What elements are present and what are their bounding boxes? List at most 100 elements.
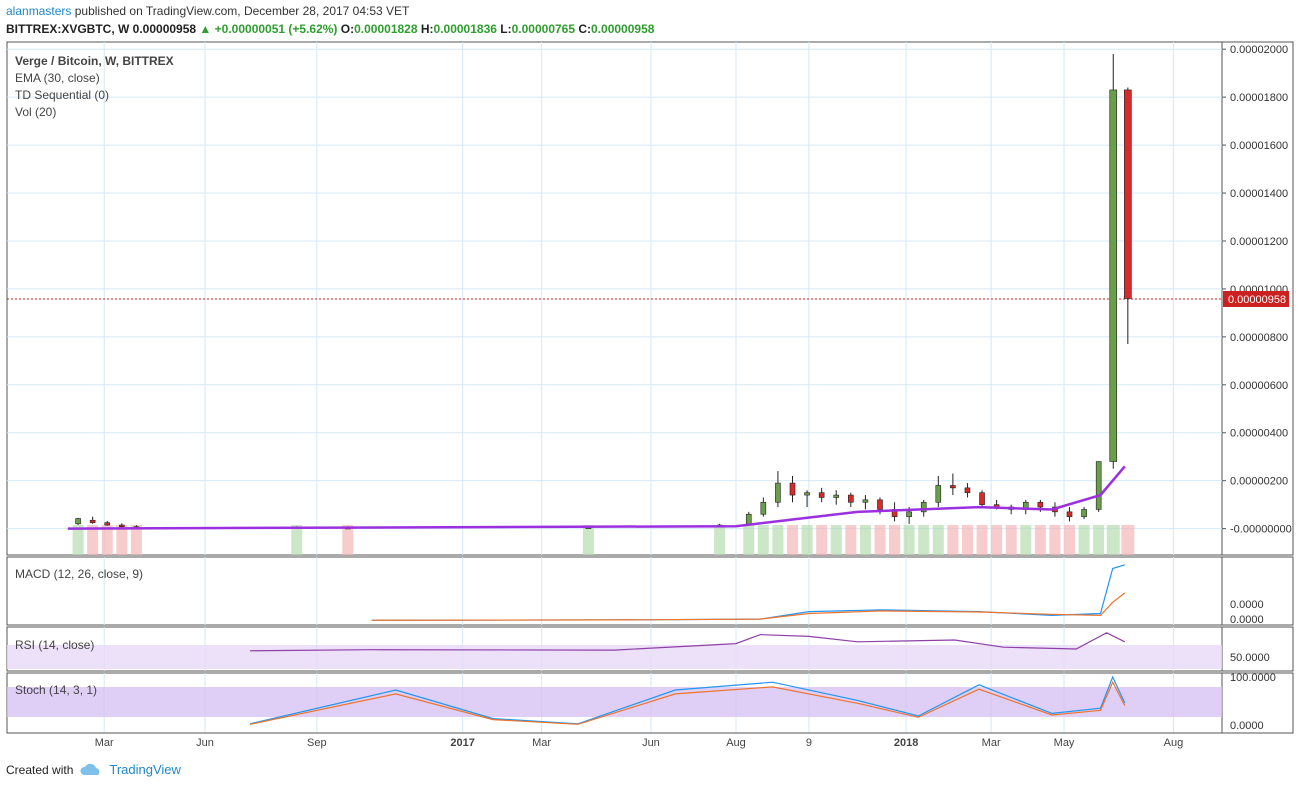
stoch-band: [7, 687, 1222, 717]
candle-down: [979, 492, 985, 505]
volume-bar: [786, 525, 798, 555]
low-label: L:: [500, 22, 512, 36]
chart-title: Verge / Bitcoin, W, BITTREX: [15, 54, 174, 68]
candle-down: [818, 492, 825, 498]
stoch-pane-axis: [1221, 672, 1294, 734]
volume-bar: [582, 525, 594, 555]
y-tick-label: 0.00001400: [1230, 188, 1288, 200]
candle-down: [1037, 501, 1044, 508]
y-tick-label: 0.00001600: [1230, 140, 1288, 152]
y-tick-label: 0.00000800: [1230, 332, 1288, 344]
macd-tick-label: 0.0000: [1230, 599, 1264, 611]
volume-bar: [101, 525, 113, 555]
stoch-k-line: [249, 675, 1126, 725]
candle-up: [833, 494, 840, 498]
legend-ema[interactable]: EMA (30, close): [15, 71, 100, 85]
stoch-d-line: [249, 680, 1126, 725]
symbol-line: BITTREX:XVGBTC, W 0.00000958 ▲ +0.000000…: [6, 22, 654, 36]
symbol-name: BITTREX:XVGBTC, W: [6, 22, 130, 36]
close-label: C:: [578, 22, 592, 36]
y-tick-label: 0.00000600: [1230, 380, 1288, 392]
x-tick-label: Mar: [982, 737, 1001, 749]
rsi-tick-label: 50.0000: [1230, 652, 1270, 664]
volume-bar: [342, 525, 354, 555]
low-value: 0.00000765: [511, 22, 576, 36]
y-tick-label: 0.00000200: [1230, 476, 1288, 488]
volume-bar: [801, 525, 813, 555]
x-tick-label: 2017: [450, 737, 474, 749]
candle-down: [1066, 511, 1073, 517]
volume-bar: [903, 525, 915, 555]
candle-down: [964, 487, 971, 493]
volume-bar: [932, 525, 944, 555]
legend-rsi[interactable]: RSI (14, close): [15, 638, 95, 652]
x-tick-label: May: [1054, 737, 1075, 749]
candle-down: [848, 494, 854, 503]
legend-vol[interactable]: Vol (20): [15, 105, 57, 119]
publish-line: alanmasters published on TradingView.com…: [6, 4, 409, 18]
volume-bar: [947, 525, 959, 555]
x-tick-label: Jun: [196, 737, 214, 749]
candle-up: [906, 511, 912, 517]
volume-bar: [845, 525, 857, 555]
y-tick-label: 0.00001800: [1230, 92, 1288, 104]
ema-line: [67, 465, 1126, 530]
candle-up: [804, 492, 810, 496]
stoch-tick-label: 0.0000: [1230, 720, 1264, 732]
author-link[interactable]: alanmasters: [6, 4, 72, 18]
candle-up: [760, 501, 767, 515]
candle-down: [104, 522, 111, 526]
publish-info: published on TradingView.com, December 2…: [74, 4, 410, 18]
candle-up: [935, 485, 942, 503]
rsi-band: [7, 645, 1222, 669]
candle-up: [745, 513, 752, 525]
volume-bar: [918, 525, 930, 555]
macd-tick-label: 0.0000: [1230, 614, 1264, 626]
close-value: 0.00000958: [591, 22, 655, 36]
high-label: H:: [420, 22, 434, 36]
x-tick-label: Sep: [307, 737, 327, 749]
candle-up: [1081, 509, 1087, 517]
candle-up: [1095, 461, 1102, 510]
x-tick-label: 9: [806, 737, 812, 749]
candle-down: [119, 524, 125, 528]
candle-down: [950, 485, 956, 489]
volume-bar: [87, 525, 99, 555]
candle-down: [1124, 89, 1132, 299]
y-tick-label: 0.00001200: [1230, 236, 1288, 248]
volume-bar: [1106, 525, 1120, 555]
footer: Created with TradingView: [6, 762, 181, 777]
legend-macd[interactable]: MACD (12, 26, close, 9): [15, 567, 144, 581]
y-tick-label: -0.00000000: [1230, 524, 1292, 536]
x-tick-label: Aug: [726, 737, 746, 749]
stoch-tick-label: 100.0000: [1230, 672, 1276, 684]
candle-up: [775, 482, 781, 503]
open-label: O:: [340, 22, 355, 36]
cloud-icon: [80, 763, 100, 775]
volume-bar: [874, 525, 886, 555]
legend-stoch[interactable]: Stoch (14, 3, 1): [15, 683, 98, 697]
macd-pane-axis: [1221, 556, 1294, 626]
volume-bar: [889, 525, 901, 555]
volume-bar: [130, 525, 142, 555]
volume-bar: [1005, 525, 1017, 555]
volume-bar: [72, 525, 84, 555]
legend-td[interactable]: TD Sequential (0): [15, 88, 110, 102]
price-change: +0.00000051 (+5.62%): [214, 22, 338, 36]
rsi-line: [249, 632, 1126, 652]
tradingview-link[interactable]: TradingView: [109, 762, 181, 777]
created-with-label: Created with: [6, 762, 74, 777]
volume-bar: [757, 525, 769, 555]
signal-line: [371, 592, 1126, 621]
open-value: 0.00001828: [354, 22, 418, 36]
last-price-tag: [1223, 290, 1289, 307]
volume-bar: [976, 525, 988, 555]
candle-up: [862, 499, 869, 503]
last-price-label: 0.00000958: [1228, 294, 1286, 306]
volume-bar: [859, 525, 871, 555]
volume-bar: [991, 525, 1003, 555]
x-tick-label: Mar: [95, 737, 114, 749]
volume-bar: [291, 525, 303, 555]
volume-bar: [1020, 525, 1032, 555]
